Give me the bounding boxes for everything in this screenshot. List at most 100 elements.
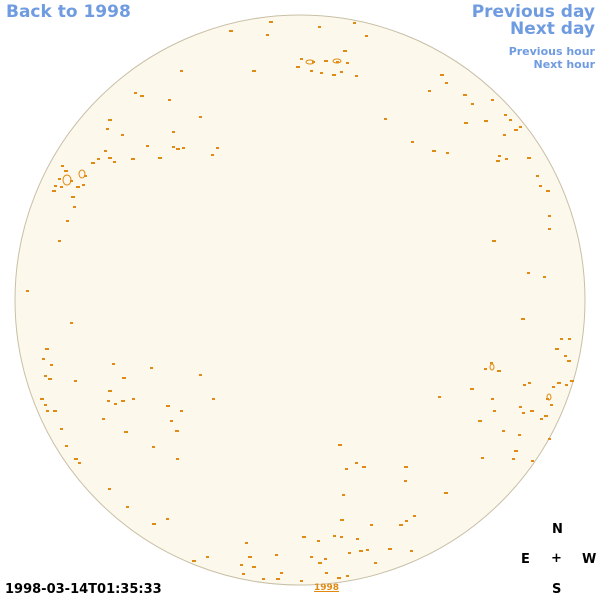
solar-feature-mark — [370, 524, 373, 526]
solar-feature-mark — [175, 430, 179, 432]
solar-feature-mark — [172, 146, 175, 148]
solar-feature-mark — [84, 175, 87, 177]
solar-feature-mark — [505, 158, 508, 160]
solar-feature-mark — [229, 30, 233, 32]
solar-feature-mark — [78, 462, 81, 464]
solar-feature-mark — [502, 430, 505, 432]
solar-feature-mark — [550, 404, 553, 406]
solar-feature-mark — [146, 145, 149, 147]
solar-feature-mark — [26, 290, 29, 292]
solar-feature-mark — [132, 398, 135, 400]
solar-feature-mark — [64, 170, 68, 172]
back-to-year-link[interactable]: Back to 1998 — [6, 2, 131, 22]
solar-feature-mark — [324, 558, 327, 560]
solar-feature-mark — [411, 141, 414, 143]
solar-feature-mark — [180, 70, 183, 72]
solar-feature-mark — [240, 564, 243, 566]
solar-feature-mark — [206, 556, 209, 558]
solar-feature-mark — [492, 240, 496, 242]
solar-feature-contour — [305, 59, 315, 65]
solar-feature-mark — [172, 131, 175, 133]
solar-feature-mark — [552, 386, 555, 388]
solar-feature-mark — [152, 446, 155, 448]
solar-feature-mark — [355, 75, 358, 77]
solar-feature-mark — [199, 374, 202, 376]
solar-feature-mark — [325, 572, 328, 574]
solar-feature-mark — [242, 573, 245, 575]
solar-features — [26, 21, 574, 582]
solar-feature-mark — [497, 370, 501, 372]
compass-north-label: N — [552, 522, 563, 537]
year-link[interactable]: 1998 — [314, 583, 340, 593]
solar-feature-contour — [546, 393, 552, 401]
solar-feature-mark — [275, 554, 278, 556]
solar-feature-mark — [121, 400, 125, 402]
solar-feature-mark — [252, 566, 256, 568]
solar-feature-mark — [60, 428, 63, 430]
solar-feature-mark — [374, 562, 377, 564]
solar-feature-mark — [245, 542, 248, 544]
previous-hour-link[interactable]: Previous hour — [508, 45, 595, 58]
solar-feature-mark — [413, 515, 416, 517]
solar-feature-mark — [126, 506, 129, 508]
solar-feature-mark — [481, 457, 484, 459]
solar-feature-mark — [50, 364, 53, 366]
solar-feature-mark — [356, 538, 359, 540]
solar-feature-mark — [405, 520, 408, 522]
solar-feature-mark — [555, 348, 559, 350]
solar-feature-mark — [548, 215, 551, 217]
solar-feature-mark — [560, 338, 563, 340]
solar-feature-mark — [324, 60, 328, 62]
solar-feature-mark — [182, 147, 185, 149]
solar-feature-mark — [176, 458, 179, 460]
solar-feature-contour — [62, 174, 72, 186]
solar-feature-mark — [45, 348, 49, 350]
solar-feature-mark — [440, 74, 444, 76]
solar-feature-mark — [543, 276, 546, 278]
solar-feature-mark — [522, 412, 525, 414]
solar-feature-mark — [180, 410, 183, 412]
solar-feature-mark — [509, 119, 512, 121]
solar-feature-mark — [518, 434, 521, 436]
solar-feature-mark — [73, 206, 76, 208]
solar-feature-mark — [359, 550, 363, 552]
solar-feature-mark — [519, 406, 522, 408]
solar-feature-mark — [570, 380, 574, 382]
solar-feature-mark — [337, 577, 341, 579]
next-hour-link[interactable]: Next hour — [533, 58, 596, 71]
previous-day-link[interactable]: Previous day — [471, 2, 595, 22]
solar-feature-mark — [548, 438, 551, 440]
solar-feature-mark — [74, 380, 77, 382]
solar-feature-mark — [388, 548, 392, 550]
solar-feature-mark — [42, 358, 45, 360]
solar-feature-mark — [384, 118, 387, 120]
solar-feature-mark — [491, 99, 494, 101]
next-day-link[interactable]: Next day — [510, 19, 595, 39]
solar-feature-mark — [310, 70, 313, 72]
solar-feature-mark — [345, 468, 348, 470]
solar-feature-mark — [504, 114, 507, 116]
solar-feature-mark — [262, 578, 265, 580]
solar-feature-mark — [107, 400, 110, 402]
solar-feature-mark — [300, 580, 303, 582]
solar-feature-mark — [44, 404, 47, 406]
solar-feature-mark — [266, 34, 269, 36]
solar-feature-mark — [58, 240, 61, 242]
solar-feature-mark — [248, 556, 252, 558]
solar-feature-mark — [399, 524, 403, 526]
solar-feature-mark — [318, 26, 321, 28]
solar-feature-mark — [269, 21, 273, 23]
solar-feature-mark — [302, 536, 306, 538]
solar-feature-mark — [355, 462, 358, 464]
solar-feature-mark — [199, 116, 202, 118]
solar-feature-mark — [108, 157, 112, 159]
solar-feature-mark — [58, 178, 61, 180]
solar-feature-mark — [296, 66, 300, 68]
compass-center-icon: + — [551, 551, 562, 566]
solar-feature-mark — [514, 129, 518, 131]
solar-feature-mark — [564, 355, 567, 357]
solar-feature-mark — [82, 184, 85, 186]
solar-feature-mark — [317, 540, 320, 542]
solar-feature-mark — [108, 488, 111, 490]
solar-feature-mark — [152, 523, 156, 525]
